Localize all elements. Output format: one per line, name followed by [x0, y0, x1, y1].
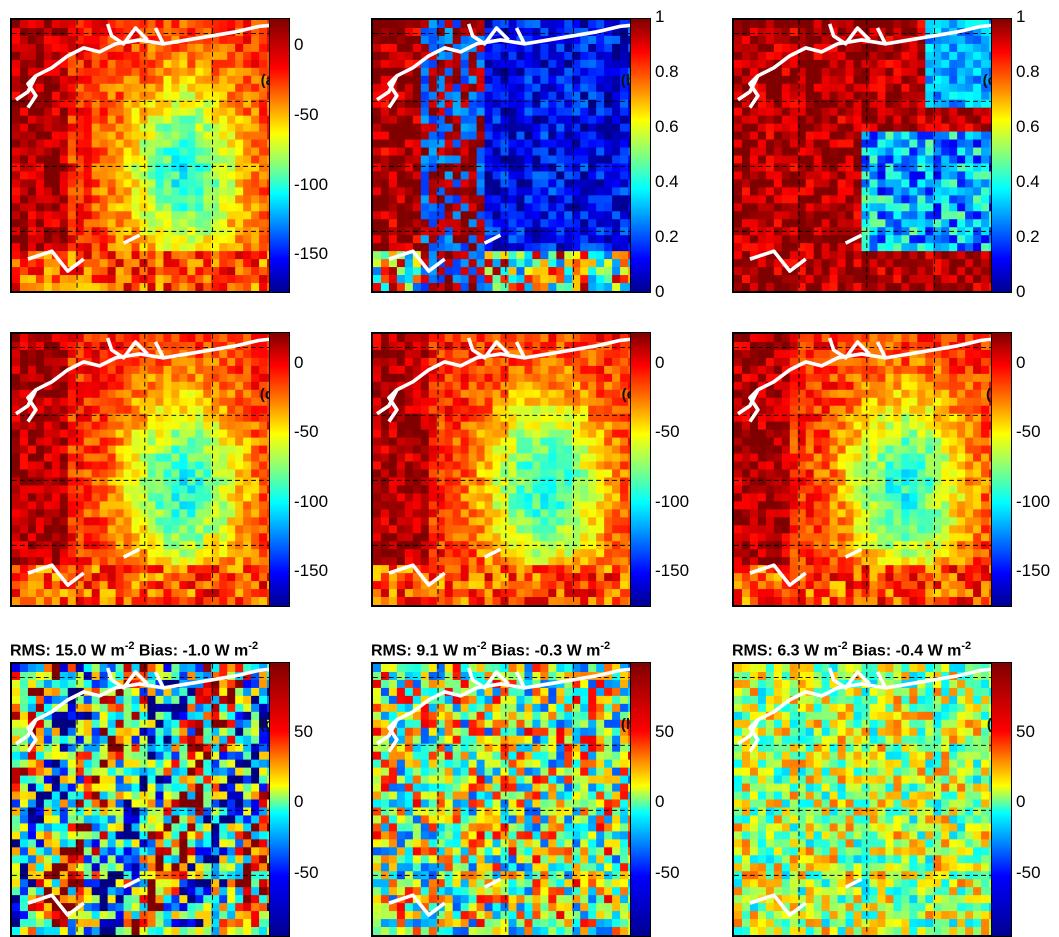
stats-title-h: RMS: 9.1 W m-2 Bias: -0.3 W m-2	[371, 640, 610, 660]
colorbar-g-tick-0: 50	[294, 723, 313, 740]
colorbar-b-tick-1: 0.8	[655, 63, 679, 80]
heatmap-g	[12, 664, 283, 935]
colorbar-g	[269, 662, 290, 937]
colorbar-h-tick-2: -50	[655, 864, 680, 881]
colorbar-c-tick-1: 0.8	[1016, 63, 1040, 80]
heatmap-i	[734, 664, 1005, 935]
colorbar-e-tick-1: -50	[655, 423, 680, 440]
colorbar-c-tick-0: 1	[1016, 8, 1025, 25]
colorbar-f	[991, 332, 1012, 607]
colorbar-f-tick-2: -100	[1016, 493, 1050, 510]
colorbar-h-tick-1: 0	[655, 793, 664, 810]
stats-title-g: RMS: 15.0 W m-2 Bias: -1.0 W m-2	[10, 640, 258, 660]
map-panel-e: (e)	[371, 332, 646, 607]
colorbar-h-tick-0: 50	[655, 723, 674, 740]
map-panel-c: (c)	[732, 18, 1007, 293]
colorbar-i-tick-2: -50	[1016, 864, 1041, 881]
colorbar-f-tick-1: -50	[1016, 423, 1041, 440]
colorbar-b-tick-2: 0.6	[655, 118, 679, 135]
colorbar-b-tick-4: 0.2	[655, 228, 679, 245]
map-panel-b: (b)	[371, 18, 646, 293]
heatmap-h	[373, 664, 644, 935]
colorbar-b	[630, 18, 651, 293]
colorbar-d-tick-2: -100	[294, 493, 328, 510]
map-panel-i: (i)	[732, 662, 1007, 937]
heatmap-b	[373, 20, 644, 291]
colorbar-g-tick-1: 0	[294, 793, 303, 810]
colorbar-i-tick-0: 50	[1016, 723, 1035, 740]
stats-title-i: RMS: 6.3 W m-2 Bias: -0.4 W m-2	[732, 640, 971, 660]
colorbar-c-tick-2: 0.6	[1016, 118, 1040, 135]
colorbar-f-tick-3: -150	[1016, 562, 1050, 579]
colorbar-a-tick-1: -50	[294, 106, 319, 123]
colorbar-b-tick-0: 1	[655, 8, 664, 25]
colorbar-e	[630, 332, 651, 607]
colorbar-h	[630, 662, 651, 937]
colorbar-c-tick-4: 0.2	[1016, 228, 1040, 245]
colorbar-d-tick-1: -50	[294, 423, 319, 440]
colorbar-i-tick-1: 0	[1016, 793, 1025, 810]
colorbar-a	[269, 18, 290, 293]
map-panel-g: (g)	[10, 662, 285, 937]
colorbar-g-tick-2: -50	[294, 864, 319, 881]
colorbar-c-tick-3: 0.4	[1016, 173, 1040, 190]
map-panel-h: (h)	[371, 662, 646, 937]
colorbar-a-tick-0: 0	[294, 36, 303, 53]
heatmap-f	[734, 334, 1005, 605]
colorbar-e-tick-2: -100	[655, 493, 689, 510]
colorbar-e-tick-3: -150	[655, 562, 689, 579]
colorbar-c	[991, 18, 1012, 293]
colorbar-i	[991, 662, 1012, 937]
heatmap-d	[12, 334, 283, 605]
map-panel-f: (f)	[732, 332, 1007, 607]
heatmap-e	[373, 334, 644, 605]
map-panel-a: (a)	[10, 18, 285, 293]
colorbar-d	[269, 332, 290, 607]
colorbar-b-tick-5: 0	[655, 283, 664, 300]
colorbar-a-tick-2: -100	[294, 176, 328, 193]
colorbar-d-tick-0: 0	[294, 354, 303, 371]
heatmap-c	[734, 20, 1005, 291]
heatmap-a	[12, 20, 283, 291]
map-panel-d: (d)	[10, 332, 285, 607]
colorbar-e-tick-0: 0	[655, 354, 664, 371]
colorbar-b-tick-3: 0.4	[655, 173, 679, 190]
colorbar-c-tick-5: 0	[1016, 283, 1025, 300]
colorbar-f-tick-0: 0	[1016, 354, 1025, 371]
colorbar-a-tick-3: -150	[294, 245, 328, 262]
colorbar-d-tick-3: -150	[294, 562, 328, 579]
